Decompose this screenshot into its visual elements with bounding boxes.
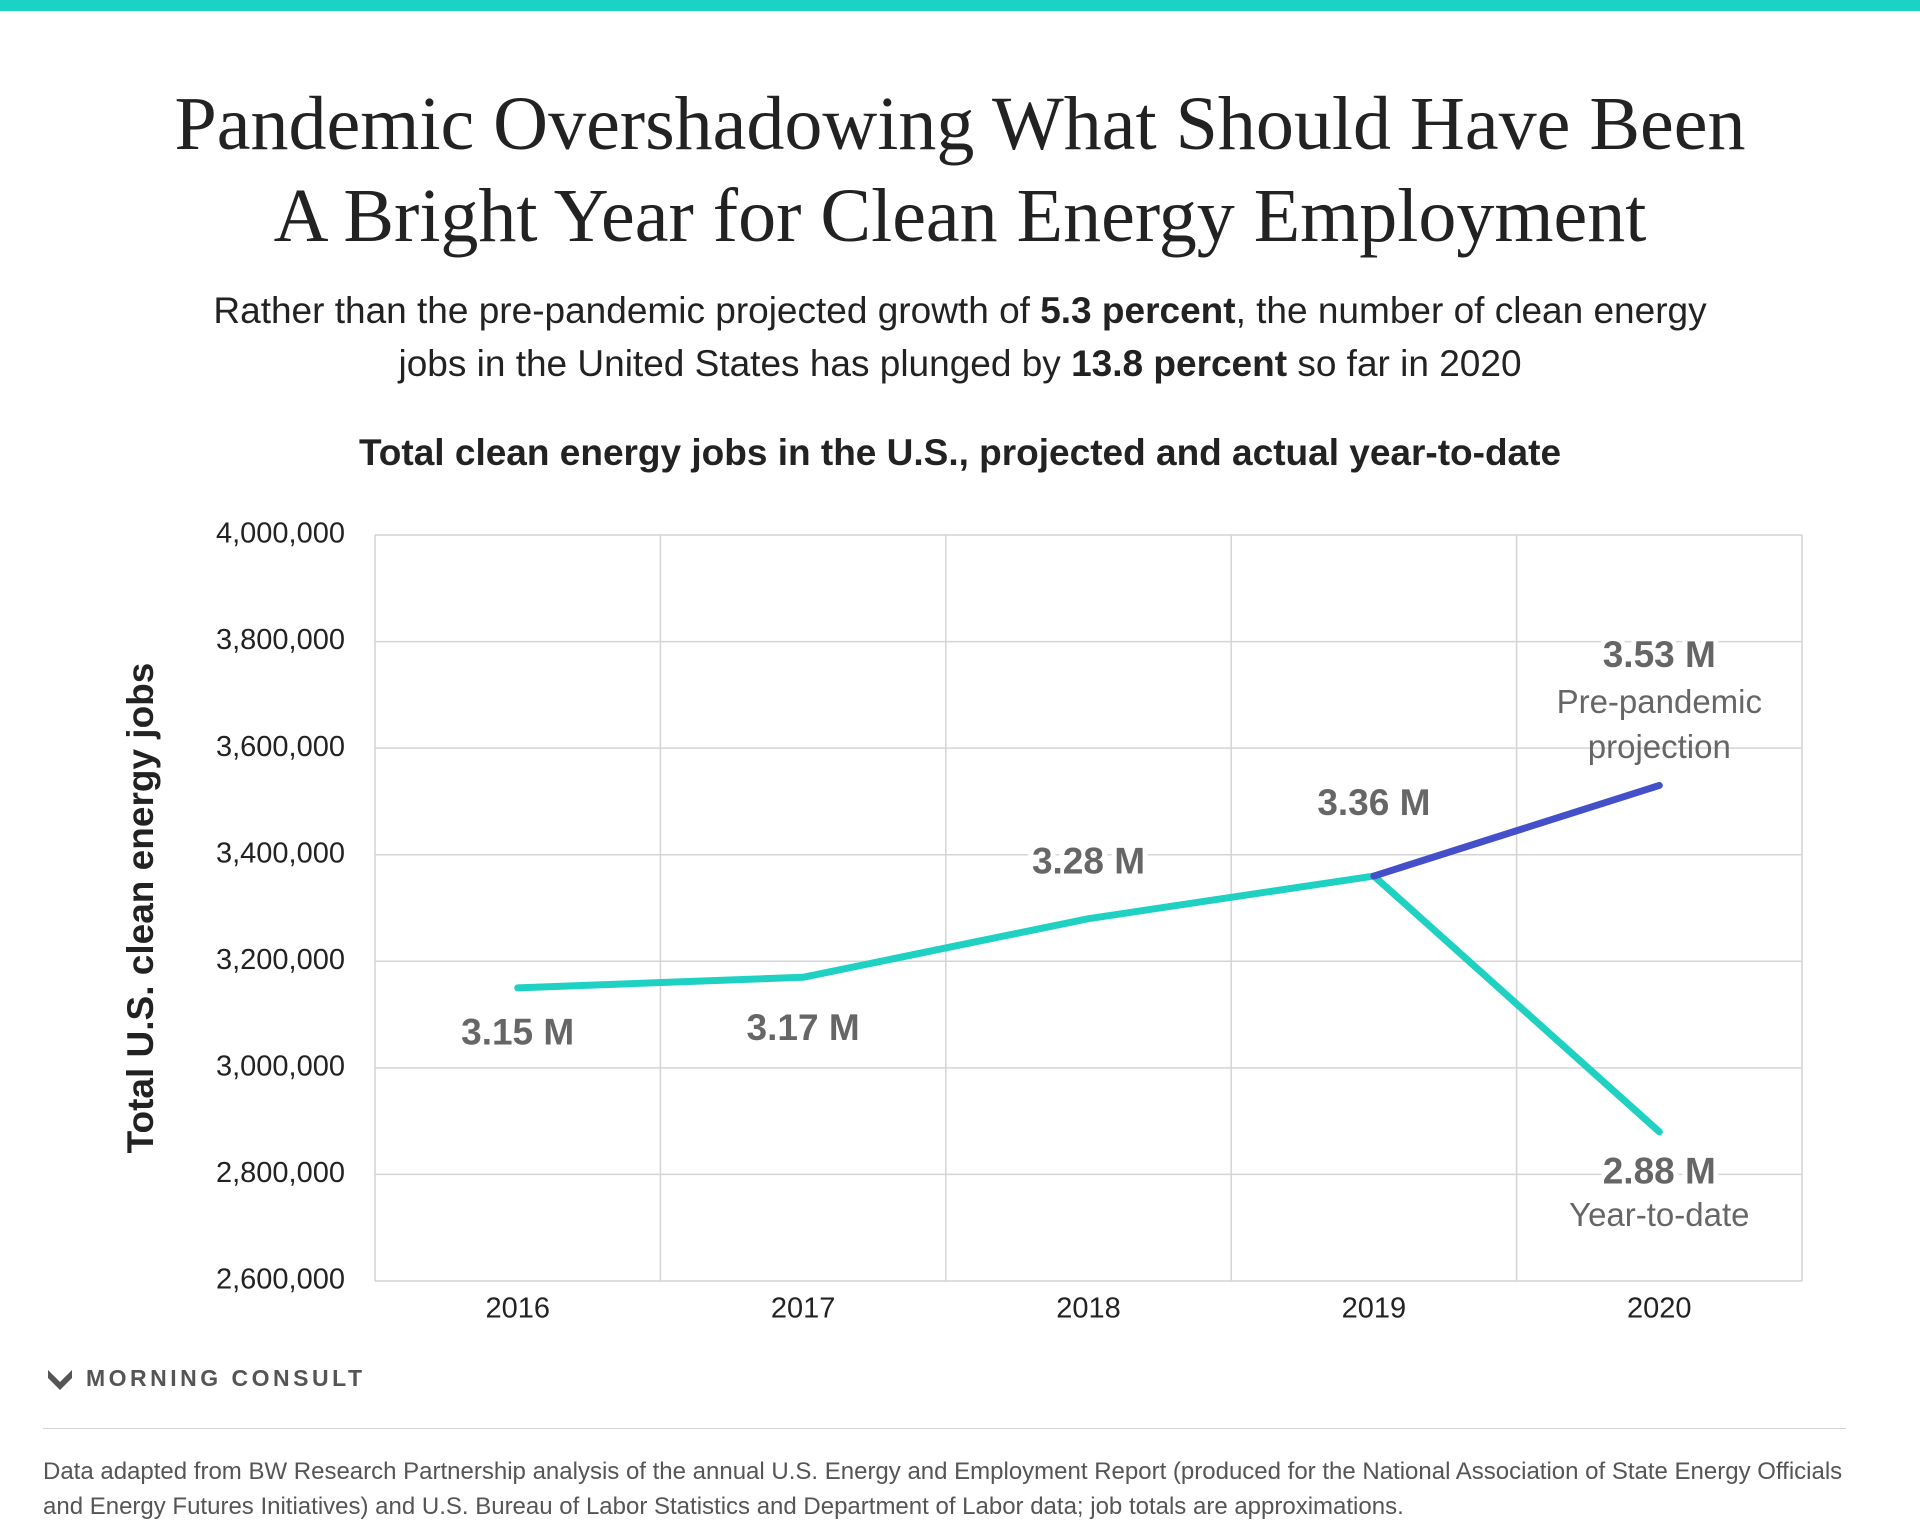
y-tick-label: 4,000,000 [216, 518, 345, 550]
y-tick-label: 2,800,000 [216, 1157, 345, 1189]
y-axis-label: Total U.S. clean energy jobs [120, 663, 161, 1154]
x-tick-label: 2016 [485, 1293, 550, 1325]
value-label: 2.88 M [1603, 1151, 1716, 1192]
lines [514, 781, 1663, 1136]
subtitle-highlight: 5.3 percent [1040, 290, 1236, 331]
series-name-box: Pre-pandemic projection [1556, 683, 1763, 766]
chart-title: Total clean energy jobs in the U.S., pro… [359, 432, 1561, 473]
series-name: Pre-pandemic projection [1556, 683, 1763, 766]
y-tick-label: 3,800,000 [216, 624, 345, 656]
y-tick-label: 2,600,000 [216, 1264, 345, 1296]
y-tick-label: 3,600,000 [216, 731, 345, 763]
x-tick-label: 2020 [1627, 1293, 1692, 1325]
page-subtitle: Rather than the pre-pandemic projected g… [185, 284, 1735, 390]
top-bar [0, 0, 1920, 11]
subtitle-highlight: 13.8 percent [1071, 343, 1288, 384]
value-label: 3.28 M [1032, 840, 1145, 881]
series-name: Year-to-date [1569, 1195, 1750, 1233]
brand: MORNING CONSULT [86, 1365, 366, 1391]
y-tick-label: 3,400,000 [216, 837, 345, 869]
value-label: 3.53 M [1603, 634, 1716, 675]
y-tick-label: 3,000,000 [216, 1051, 345, 1083]
series-name-box: Year-to-date [1569, 1195, 1750, 1233]
subtitle-text: , the number of clean energy jobs in the… [398, 290, 1707, 384]
y-tick-label: 3,200,000 [216, 944, 345, 976]
subtitle-text: Rather than the pre-pandemic projected g… [213, 290, 1041, 331]
source-note: Data adapted from BW Research Partnershi… [43, 1458, 1843, 1520]
page-title: Pandemic Overshadowing What Should Have … [174, 82, 1746, 258]
chart: Total clean energy jobs in the U.S., pro… [120, 432, 1803, 1325]
value-label: 3.17 M [747, 1007, 860, 1048]
series-line [1370, 781, 1663, 880]
subtitle-text: so far in 2020 [1287, 343, 1522, 384]
divider [43, 1428, 1846, 1429]
value-label: 3.15 M [461, 1012, 574, 1053]
x-tick-label: 2018 [1056, 1293, 1121, 1325]
brand-logo [48, 1370, 72, 1390]
value-label: 3.36 M [1317, 782, 1430, 823]
x-tick-label: 2017 [771, 1293, 836, 1325]
x-tick-label: 2019 [1342, 1293, 1407, 1325]
series-line [514, 872, 1663, 1136]
